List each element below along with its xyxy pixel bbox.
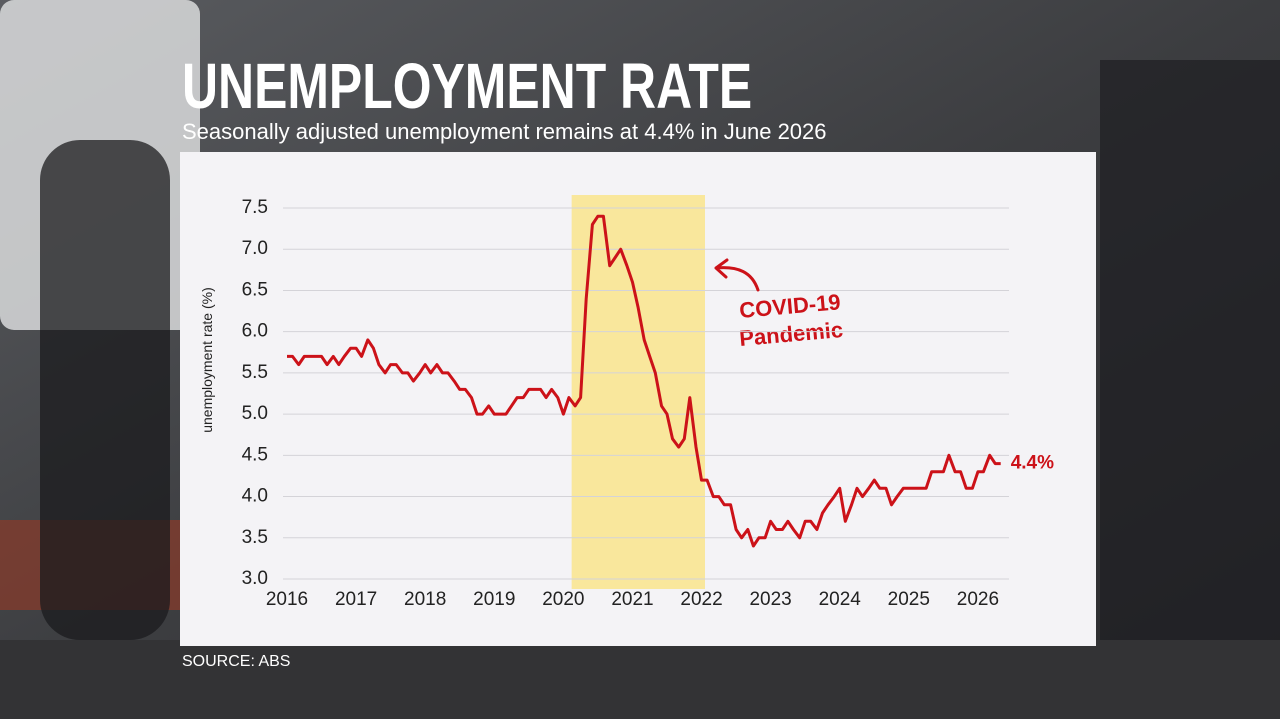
data-label: 4.4% [1011, 453, 1054, 474]
x-tick-label: 2019 [473, 589, 515, 610]
y-tick-label: 5.5 [242, 362, 268, 383]
x-tick-label: 2016 [266, 589, 308, 610]
x-tick-label: 2022 [680, 589, 722, 610]
data-line [287, 214, 1001, 548]
pedestrian-shape [40, 140, 170, 640]
chart-subtitle: Seasonally adjusted unemployment remains… [182, 119, 827, 144]
highlight-band [571, 195, 705, 589]
y-tick-label: 7.5 [242, 197, 268, 218]
x-tick-label: 2026 [957, 589, 999, 610]
annotation-arrow [714, 258, 760, 292]
y-tick-label: 4.5 [242, 444, 268, 465]
y-axis-label: unemployment rate (%) [199, 287, 215, 433]
y-tick-label: 3.5 [242, 527, 268, 548]
x-tick-label: 2025 [888, 589, 930, 610]
y-tick-label: 5.0 [242, 403, 268, 424]
x-tick-label: 2021 [611, 589, 653, 610]
y-tick-label: 6.0 [242, 321, 268, 342]
source-note: SOURCE: ABS [182, 653, 290, 670]
chart-title: UNEMPLOYMENT RATE [182, 51, 752, 122]
x-tick-label: 2017 [335, 589, 377, 610]
y-tick-label: 4.0 [242, 486, 268, 507]
y-tick-label: 6.5 [242, 279, 268, 300]
x-tick-label: 2020 [542, 589, 584, 610]
street-shape [0, 640, 1280, 719]
y-tick-label: 7.0 [242, 238, 268, 259]
y-tick-label: 3.0 [242, 568, 268, 589]
pedestrian-shape [1100, 60, 1280, 640]
x-tick-label: 2023 [749, 589, 791, 610]
x-tick-label: 2024 [819, 589, 862, 610]
x-tick-label: 2018 [404, 589, 446, 610]
